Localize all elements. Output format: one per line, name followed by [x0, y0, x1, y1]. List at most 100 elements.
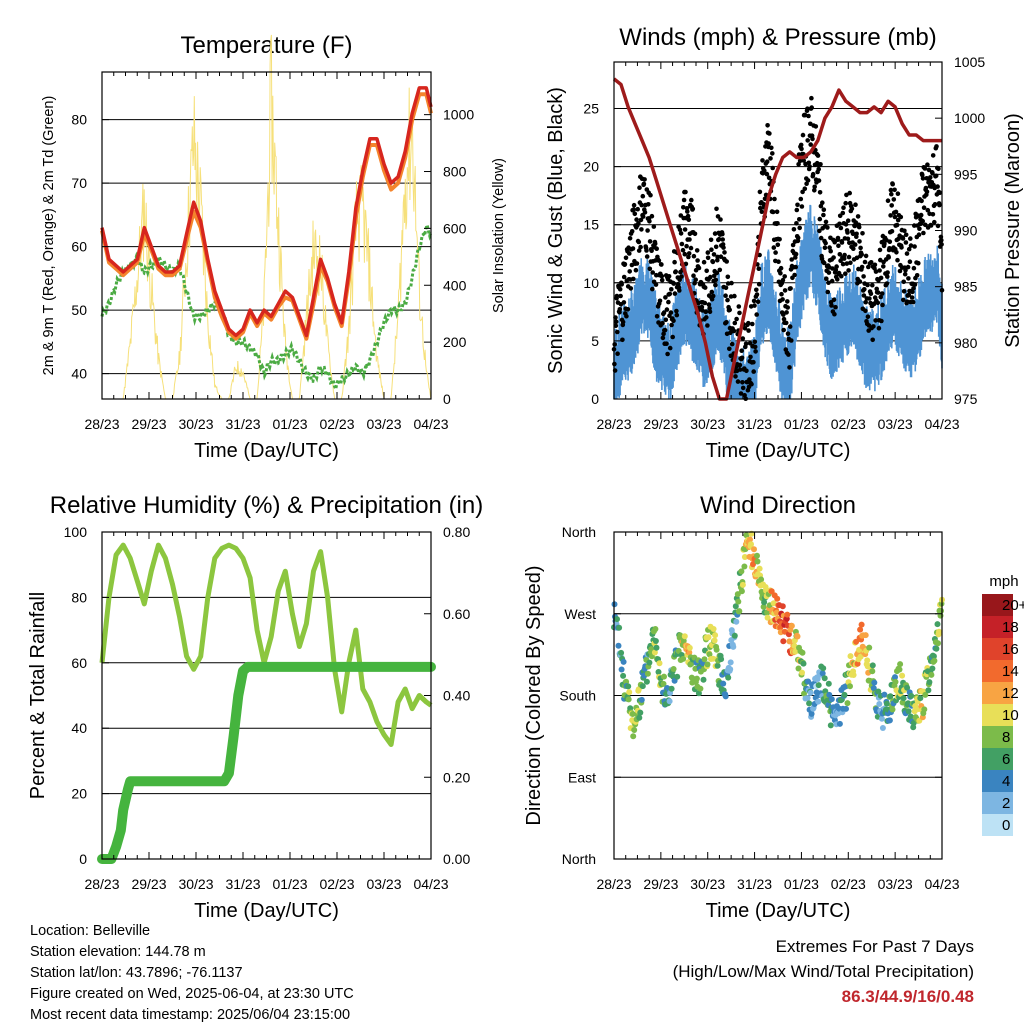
gust-point — [766, 141, 771, 146]
humidity-ytick-right-label: 0.00 — [443, 851, 470, 867]
gust-point — [751, 359, 756, 365]
colorbar-label: 10 — [1002, 707, 1019, 724]
gust-point — [846, 268, 851, 273]
direction-point — [774, 595, 781, 602]
gust-point — [714, 270, 720, 276]
gust-point — [685, 209, 690, 214]
gust-point — [682, 251, 688, 257]
gust-point — [912, 244, 917, 249]
gust-point — [888, 213, 893, 218]
gust-point — [784, 310, 789, 315]
gust-point — [691, 273, 696, 279]
gust-point — [793, 251, 799, 257]
gust-point — [876, 325, 882, 331]
gust-point — [713, 244, 719, 250]
gust-point — [662, 327, 668, 333]
gust-point — [797, 225, 802, 231]
direction-point — [638, 696, 645, 703]
gust-point — [935, 184, 940, 189]
gust-point — [740, 385, 746, 391]
gust-point — [618, 293, 623, 299]
direction-ylabel: Direction (Colored By Speed) — [523, 565, 545, 825]
direction-xlabel: Time (Day/UTC) — [706, 900, 851, 922]
direction-point — [681, 633, 688, 640]
colorbar-label: 2 — [1002, 795, 1010, 812]
winds-xtick-label: 31/23 — [737, 416, 772, 432]
gust-point — [782, 274, 787, 279]
gust-point — [884, 281, 890, 286]
colorbar-swatch — [982, 704, 1013, 726]
gust-point — [890, 181, 895, 187]
colorbar-label: 16 — [1002, 641, 1019, 658]
colorbar-label: 18 — [1002, 619, 1019, 636]
humidity-ytick-right-label: 0.60 — [443, 606, 470, 622]
direction-point — [938, 607, 944, 614]
gust-points — [611, 95, 945, 402]
gust-point — [835, 235, 841, 241]
gust-point — [783, 320, 789, 326]
gust-point — [627, 251, 632, 256]
direction-point — [670, 666, 677, 672]
direction-point — [639, 683, 646, 690]
gust-point — [770, 151, 775, 156]
gust-point — [895, 191, 901, 196]
direction-point — [733, 618, 740, 625]
gust-point — [701, 259, 707, 265]
gust-point — [779, 291, 784, 297]
gust-point — [622, 261, 628, 267]
gust-point — [680, 247, 686, 253]
gust-point — [910, 289, 915, 295]
gust-point — [704, 268, 709, 274]
gust-point — [717, 267, 723, 273]
gust-point — [797, 158, 803, 164]
gust-point — [654, 272, 659, 278]
direction-point — [653, 644, 660, 651]
direction-point — [697, 685, 704, 692]
gust-point — [772, 196, 777, 202]
direction-point — [847, 653, 854, 660]
gust-point — [689, 197, 694, 203]
gust-point — [859, 264, 865, 270]
gust-point — [812, 188, 817, 193]
gust-point — [654, 314, 660, 319]
gust-point — [886, 255, 891, 260]
gust-point — [891, 197, 897, 202]
winds-ytick-label: 5 — [591, 333, 599, 349]
gust-point — [703, 309, 709, 314]
direction-point — [768, 588, 775, 595]
direction-point — [636, 714, 643, 721]
gust-point — [679, 274, 684, 279]
chart-direction: Wind Direction Time (Day/UTC) mph 20+ 18 16 14… — [523, 492, 1024, 922]
direction-xtick-label: 04/23 — [924, 876, 959, 892]
gust-point — [894, 222, 900, 228]
gust-point — [671, 318, 676, 324]
temperature-title: Temperature (F) — [180, 32, 352, 59]
gust-point — [650, 270, 655, 275]
gust-point — [791, 227, 797, 232]
gust-point — [841, 256, 847, 261]
winds-ylabel: Sonic Wind & Gust (Blue, Black) — [545, 87, 567, 374]
direction-point — [794, 633, 801, 640]
colorbar-swatch — [982, 726, 1013, 748]
gust-point — [705, 255, 711, 261]
gust-point — [762, 196, 768, 202]
extremes-subtitle: (High/Low/Max Wind/Total Precipitation) — [672, 962, 974, 981]
direction-point — [616, 624, 623, 631]
gust-point — [773, 250, 778, 255]
direction-point — [738, 588, 745, 595]
gust-point — [723, 285, 729, 291]
colorbar-label: 8 — [1002, 729, 1010, 746]
direction-point — [900, 695, 907, 702]
gust-point — [847, 240, 852, 246]
gust-point — [813, 124, 819, 129]
winds-xtick-label: 04/23 — [924, 416, 959, 432]
winds-ytick-right-label: 990 — [954, 223, 978, 239]
direction-point — [713, 646, 720, 653]
direction-point — [853, 638, 860, 645]
gust-point — [845, 236, 851, 242]
gust-point — [756, 266, 762, 272]
gust-point — [731, 328, 737, 334]
winds-ytick-label: 10 — [583, 275, 599, 291]
gust-point — [908, 243, 914, 248]
